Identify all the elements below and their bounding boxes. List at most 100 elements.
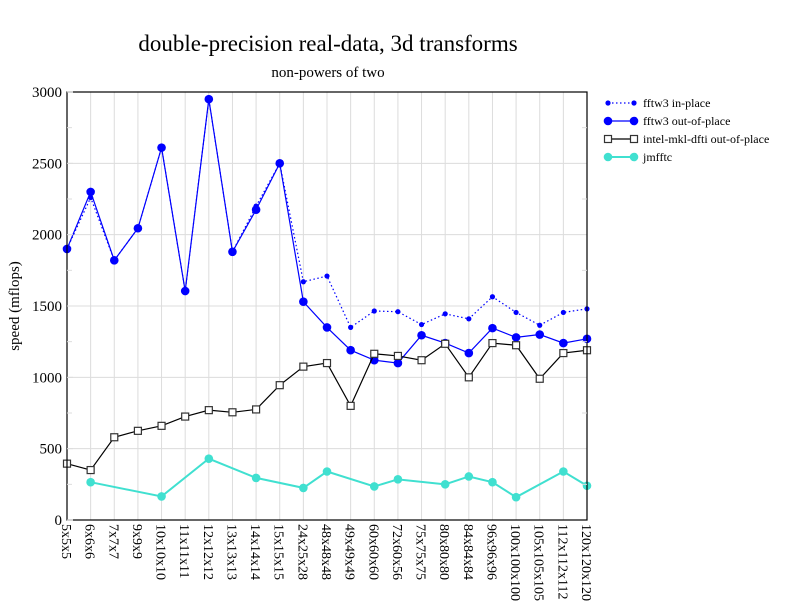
- x-tick-label: 12x12x12: [200, 524, 215, 580]
- data-point: [489, 294, 496, 300]
- data-point: [559, 348, 568, 358]
- data-point: [631, 100, 637, 106]
- x-tick-label: 9x9x9: [129, 524, 144, 559]
- data-point: [393, 351, 403, 361]
- legend-item: fftw3 in-place: [605, 96, 710, 110]
- data-point: [86, 477, 95, 487]
- data-point: [629, 134, 639, 144]
- data-point: [180, 286, 190, 296]
- data-point: [228, 408, 237, 417]
- data-point: [299, 483, 308, 493]
- y-axis-label: speed (mflops): [7, 261, 23, 351]
- data-point: [86, 187, 95, 197]
- data-point: [629, 116, 639, 126]
- y-tick-label: 2000: [32, 228, 62, 244]
- data-point: [157, 143, 166, 152]
- data-point: [603, 134, 613, 144]
- grid: [66, 91, 588, 521]
- data-point: [110, 433, 119, 442]
- x-tick-label: 84x84x84: [460, 524, 475, 580]
- legend-item: jmfftc: [603, 150, 672, 164]
- data-point: [488, 323, 497, 333]
- x-tick-label: 10x10x10: [153, 524, 168, 580]
- data-point: [204, 94, 214, 104]
- data-point: [488, 338, 497, 348]
- data-point: [299, 297, 308, 307]
- x-tick-label: 49x49x49: [342, 524, 357, 580]
- data-point: [251, 405, 261, 414]
- legend-label: fftw3 in-place: [643, 96, 710, 110]
- legend: fftw3 in-place fftw3 out-of-place intel-mk…: [603, 96, 769, 164]
- chart-subtitle: non-powers of two: [271, 65, 384, 81]
- y-tick-label: 500: [40, 442, 63, 458]
- data-point: [157, 492, 166, 501]
- data-point: [157, 421, 166, 430]
- series-line: [90, 457, 588, 499]
- x-tick-label: 14x14x14: [247, 524, 262, 580]
- data-point: [299, 362, 308, 371]
- data-point: [629, 152, 639, 162]
- y-tick-label: 2500: [32, 156, 62, 172]
- x-tick-label: 7x7x7: [105, 524, 120, 559]
- data-point: [442, 311, 448, 317]
- x-tick-label: 13x13x13: [223, 524, 238, 580]
- data-point: [560, 309, 566, 316]
- data-point: [181, 412, 190, 421]
- y-tick-label: 1500: [32, 299, 62, 315]
- data-point: [348, 324, 354, 330]
- data-point: [228, 247, 237, 257]
- data-point: [393, 475, 403, 484]
- data-point: [275, 381, 284, 390]
- series-intel-mkl-dfti-out-of-place: [62, 338, 592, 475]
- data-point: [605, 100, 611, 106]
- data-point: [440, 480, 450, 489]
- data-point: [511, 341, 521, 350]
- data-point: [559, 338, 568, 348]
- series-jmfftc: [86, 454, 592, 502]
- data-point: [537, 322, 543, 328]
- data-point: [371, 308, 377, 314]
- data-point: [417, 330, 426, 340]
- legend-label: fftw3 out-of-place: [643, 114, 730, 128]
- data-point: [300, 279, 306, 285]
- chart-title: double-precision real-data, 3d transform…: [138, 31, 517, 56]
- y-tick-label: 1000: [32, 370, 62, 386]
- data-point: [369, 482, 379, 491]
- data-point: [251, 473, 261, 483]
- data-point: [133, 426, 143, 435]
- x-tick-label: 96x96x96: [483, 524, 498, 580]
- series-layer: [62, 94, 592, 502]
- data-point: [464, 472, 474, 481]
- x-tick-label: 72x60x56: [389, 524, 404, 580]
- data-point: [395, 309, 401, 315]
- data-point: [418, 321, 425, 328]
- data-point: [417, 356, 426, 365]
- x-tick-label: 48x48x48: [318, 524, 333, 580]
- x-tick-label: 120x120x120: [578, 524, 593, 601]
- y-tick-label: 0: [55, 513, 63, 529]
- data-point: [322, 358, 332, 368]
- data-point: [488, 477, 497, 487]
- data-point: [370, 349, 379, 358]
- data-point: [204, 406, 213, 415]
- data-point: [535, 374, 544, 383]
- data-point: [324, 273, 330, 279]
- legend-item: intel-mkl-dfti out-of-place: [603, 132, 769, 146]
- x-tick-label: 75x75x75: [413, 524, 428, 580]
- x-tick-label: 100x100x100: [507, 524, 522, 601]
- x-tick-label: 80x80x80: [436, 524, 451, 580]
- data-point: [251, 205, 261, 214]
- data-point: [535, 330, 545, 339]
- data-point: [464, 373, 473, 382]
- data-point: [441, 339, 450, 348]
- data-point: [511, 333, 521, 342]
- axis-ticks: 5x5x5 6x6x6 7x7x7 9x9x9 10x10x10 11x11x11 12x1…: [32, 85, 593, 601]
- y-tick-label: 3000: [32, 85, 62, 101]
- x-tick-label: 5x5x5: [58, 524, 73, 559]
- legend-label: intel-mkl-dfti out-of-place: [643, 132, 769, 146]
- x-tick-label: 11x11x11: [176, 524, 191, 578]
- data-point: [511, 492, 521, 502]
- data-point: [322, 467, 332, 476]
- data-point: [603, 152, 613, 162]
